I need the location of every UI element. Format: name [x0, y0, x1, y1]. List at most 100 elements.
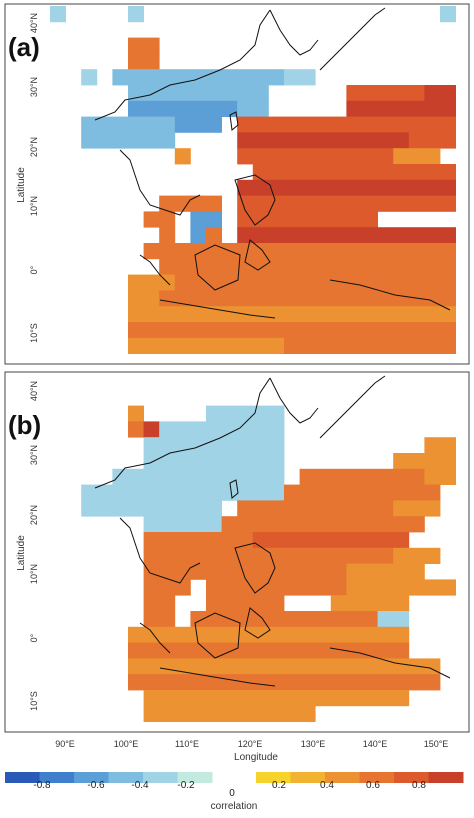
grid-cell	[159, 258, 456, 275]
grid-cell	[174, 243, 457, 260]
grid-cell	[128, 290, 160, 307]
panel-b-cells	[81, 405, 456, 722]
grid-cell	[237, 100, 269, 117]
grid-cell	[174, 274, 457, 291]
grid-cell	[128, 306, 456, 323]
grid-cell	[81, 500, 222, 517]
lon-tick: 120°E	[238, 739, 263, 749]
coastline	[234, 174, 276, 226]
grid-cell	[237, 211, 378, 228]
grid-cell	[128, 658, 441, 675]
colorbar-tick: -0.6	[87, 780, 105, 791]
panel-b: (b) Latitude 40°N 30°N 20°N 10°N 0° 10°S…	[4, 371, 470, 763]
grid-cell	[50, 6, 66, 23]
panel-b-lat-ticks: 40°N 30°N 20°N 10°N 0° 10°S	[29, 381, 39, 711]
grid-cell	[237, 116, 456, 133]
colorbar-tick: -0.8	[33, 780, 51, 791]
lat-tick: 20°N	[29, 505, 39, 525]
colorbar-swatch	[359, 772, 395, 783]
grid-cell	[159, 227, 176, 244]
grid-cell	[424, 85, 456, 102]
grid-cell	[174, 116, 222, 133]
grid-cell	[143, 516, 222, 533]
grid-cell	[128, 6, 144, 23]
grid-cell	[237, 132, 332, 149]
grid-cell	[393, 453, 456, 470]
coastline	[159, 299, 276, 319]
lon-tick: 130°E	[301, 739, 326, 749]
grid-cell	[206, 595, 285, 612]
coastline	[139, 254, 171, 286]
grid-cell	[284, 484, 441, 501]
grid-cell	[206, 579, 347, 596]
grid-cell	[252, 532, 410, 549]
grid-cell	[143, 705, 316, 722]
grid-cell	[346, 85, 425, 102]
grid-cell	[128, 53, 160, 70]
colorbar-tick: 0	[229, 788, 235, 799]
colorbar-swatch	[290, 772, 326, 783]
lat-tick: 40°N	[29, 13, 39, 33]
lon-tick: 100°E	[114, 739, 139, 749]
grid-cell	[330, 595, 410, 612]
panel-a-ylabel: Latitude	[16, 167, 27, 203]
coastline	[194, 244, 241, 291]
lon-tick: 140°E	[363, 739, 388, 749]
colorbar-ticks: -0.8 -0.6 -0.4 -0.2 0 0.2 0.4 0.6 0.8	[33, 780, 426, 799]
grid-cell	[346, 100, 456, 117]
lat-tick: 10°S	[29, 691, 39, 711]
coastline	[94, 9, 271, 121]
grid-cell	[393, 547, 441, 564]
coastline	[94, 377, 271, 489]
coastline	[229, 479, 239, 499]
grid-cell	[128, 626, 410, 643]
coastline	[329, 647, 451, 679]
colorbar-swatch	[394, 772, 429, 783]
panel-a-lat-ticks: 40°N 30°N 20°N 10°N 0° 10°S	[29, 13, 39, 343]
colorbar-tick: 0.4	[320, 780, 334, 791]
grid-cell	[112, 468, 285, 485]
grid-cell	[143, 437, 285, 454]
colorbar-swatch	[177, 772, 213, 783]
grid-cell	[143, 453, 285, 470]
grid-cell	[190, 227, 207, 244]
grid-cell	[143, 579, 191, 596]
grid-cell	[346, 579, 456, 596]
grid-cell	[237, 148, 394, 165]
grid-cell	[237, 195, 456, 212]
grid-cell	[81, 132, 176, 149]
grid-cell	[424, 437, 456, 454]
grid-cell	[159, 421, 285, 438]
coastline	[119, 149, 201, 216]
coastline	[269, 9, 319, 56]
panel-a-cells	[50, 6, 457, 354]
grid-cell	[81, 116, 176, 133]
grid-cell	[159, 195, 222, 212]
coastline	[319, 375, 386, 439]
colorbar-tick: -0.4	[131, 780, 149, 791]
colorbar-swatch	[5, 772, 40, 783]
colorbar-tick: -0.2	[177, 780, 195, 791]
colorbar-tick: 0.6	[366, 780, 380, 791]
lon-tick: 90°E	[55, 739, 75, 749]
colorbar-swatch	[143, 772, 178, 783]
colorbar-negative	[5, 772, 213, 783]
grid-cell	[393, 500, 441, 517]
coastline	[194, 612, 241, 659]
grid-cell	[237, 227, 456, 244]
grid-cell	[143, 532, 254, 549]
lon-tick: 110°E	[175, 739, 199, 749]
coastline	[329, 279, 451, 311]
grid-cell	[143, 243, 176, 260]
grid-cell	[377, 611, 410, 628]
grid-cell	[206, 405, 285, 422]
lat-tick: 10°S	[29, 323, 39, 343]
colorbar-positive	[256, 772, 464, 783]
grid-cell	[206, 227, 222, 244]
colorbar-swatch	[256, 772, 291, 783]
grid-cell	[252, 164, 456, 181]
grid-cell	[393, 148, 441, 165]
coastline	[119, 517, 201, 584]
grid-cell	[143, 611, 176, 628]
